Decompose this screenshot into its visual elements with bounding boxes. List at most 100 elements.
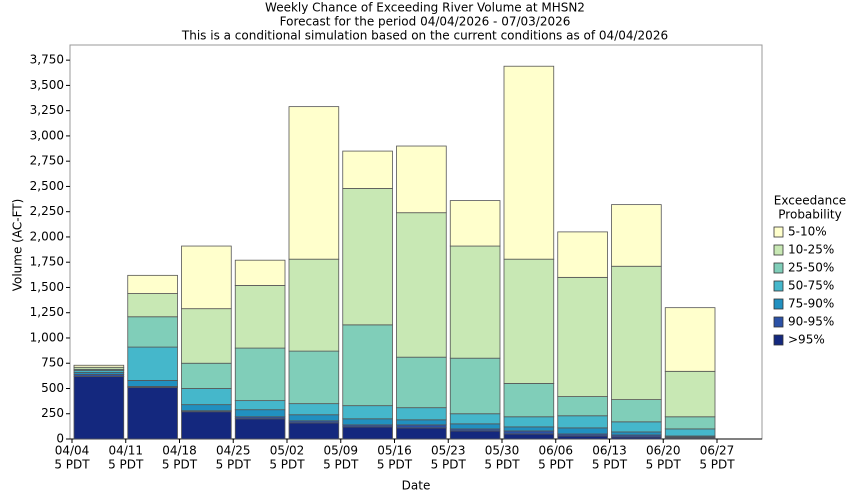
- y-tick-label: 2,750: [30, 154, 64, 168]
- bar-segment: [127, 274, 178, 294]
- y-tick-label: 250: [41, 406, 64, 420]
- chart-subtitle: Forecast for the period 04/04/2026 - 07/…: [280, 15, 571, 29]
- bar-segment: [396, 145, 447, 214]
- x-tick-label: 5 PDT: [699, 458, 735, 472]
- bar-segment: [181, 362, 232, 389]
- bar-segment: [396, 407, 447, 421]
- bar-segment: [611, 431, 662, 436]
- y-tick-label: 1,750: [30, 255, 64, 269]
- legend-label: >95%: [788, 333, 825, 347]
- y-tick-label: 1,000: [30, 330, 64, 344]
- x-axis-label: Date: [402, 479, 431, 493]
- y-tick-label: 3,500: [30, 78, 64, 92]
- x-tick-label: 05/23: [431, 444, 466, 458]
- bar-segment: [234, 400, 286, 411]
- bar-segment: [557, 435, 608, 440]
- bar-segment: [557, 427, 608, 435]
- bar-segment: [288, 258, 340, 352]
- bar-segment: [127, 387, 178, 440]
- bar-segment: [611, 265, 662, 401]
- bar-segment: [73, 364, 125, 368]
- y-tick-label: 2,250: [30, 204, 64, 218]
- y-tick-label: 2,500: [30, 179, 64, 193]
- x-tick-label: 05/16: [377, 444, 412, 458]
- bar-segment: [449, 357, 501, 415]
- bar-segment: [288, 350, 340, 405]
- y-tick-label: 1,500: [30, 280, 64, 294]
- bar-segment: [396, 356, 447, 409]
- bar-segment: [181, 245, 232, 310]
- x-tick-label: 06/06: [538, 444, 573, 458]
- bar-segment: [342, 426, 393, 440]
- x-tick-label: 5 PDT: [377, 458, 413, 472]
- x-tick-label: 06/27: [700, 444, 735, 458]
- y-tick-label: 3,250: [30, 103, 64, 117]
- y-tick-label: 3,000: [30, 128, 64, 142]
- bar-segment: [181, 411, 232, 440]
- legend-swatch: [773, 280, 784, 292]
- y-axis-label: Volume (AC-FT): [11, 199, 25, 292]
- bar-segment: [396, 427, 447, 440]
- x-tick-label: 06/13: [592, 444, 627, 458]
- x-tick-label: 05/02: [270, 444, 305, 458]
- bar-segment: [503, 383, 555, 418]
- bar-segment: [234, 285, 286, 349]
- chart-title: Weekly Chance of Exceeding River Volume …: [265, 1, 585, 15]
- bar-segment: [234, 418, 286, 440]
- y-tick-label: 750: [41, 356, 64, 370]
- legend-label: 10-25%: [788, 243, 834, 257]
- y-tick-label: 500: [41, 381, 64, 395]
- legend-title: Probability: [778, 208, 841, 222]
- legend-label: 75-90%: [788, 297, 834, 311]
- bar-segment: [557, 276, 608, 397]
- bar-segment: [449, 423, 501, 430]
- x-tick-label: 04/25: [216, 444, 251, 458]
- bar-segment: [288, 106, 340, 260]
- bar-segment: [396, 212, 447, 358]
- x-tick-label: 5 PDT: [108, 458, 144, 472]
- y-tick-label: 0: [56, 432, 64, 446]
- bar-segment: [181, 404, 232, 412]
- bar-segment: [234, 259, 286, 286]
- x-tick-label: 5 PDT: [646, 458, 682, 472]
- legend-title: Exceedance: [774, 194, 846, 208]
- bar-segment: [342, 150, 393, 189]
- x-tick-label: 5 PDT: [592, 458, 628, 472]
- bar-segment: [342, 324, 393, 407]
- legend-swatch: [773, 316, 784, 328]
- bar-segment: [664, 428, 716, 437]
- x-tick-label: 04/11: [108, 444, 143, 458]
- y-tick-label: 2,000: [30, 229, 64, 243]
- legend-label: 90-95%: [788, 315, 834, 329]
- bar-segment: [288, 422, 340, 440]
- bar-segment: [342, 188, 393, 326]
- bar-segment: [396, 424, 447, 429]
- bar-segment: [181, 388, 232, 406]
- bar-segment: [127, 380, 178, 387]
- bar-segment: [449, 245, 501, 359]
- bar-segment: [611, 204, 662, 267]
- y-tick-label: 3,750: [30, 53, 64, 67]
- x-tick-label: 5 PDT: [54, 458, 90, 472]
- legend-swatch: [773, 244, 784, 256]
- x-tick-label: 04/18: [162, 444, 197, 458]
- x-tick-label: 5 PDT: [162, 458, 198, 472]
- bar-segment: [611, 421, 662, 433]
- bar-segment: [73, 375, 125, 440]
- bar-segment: [503, 65, 555, 260]
- bar-segment: [181, 308, 232, 364]
- bar-segment: [503, 426, 555, 432]
- x-tick-label: 5 PDT: [431, 458, 467, 472]
- bar-segment: [449, 200, 501, 247]
- bar-segment: [127, 293, 178, 318]
- bar-segment: [664, 307, 716, 372]
- bar-segment: [557, 231, 608, 278]
- x-tick-label: 5 PDT: [323, 458, 359, 472]
- legend-label: 50-75%: [788, 279, 834, 293]
- bar-segment: [557, 415, 608, 429]
- legend-swatch: [773, 226, 784, 238]
- legend-swatch: [773, 298, 784, 310]
- bar-segment: [288, 414, 340, 422]
- x-tick-label: 05/30: [485, 444, 520, 458]
